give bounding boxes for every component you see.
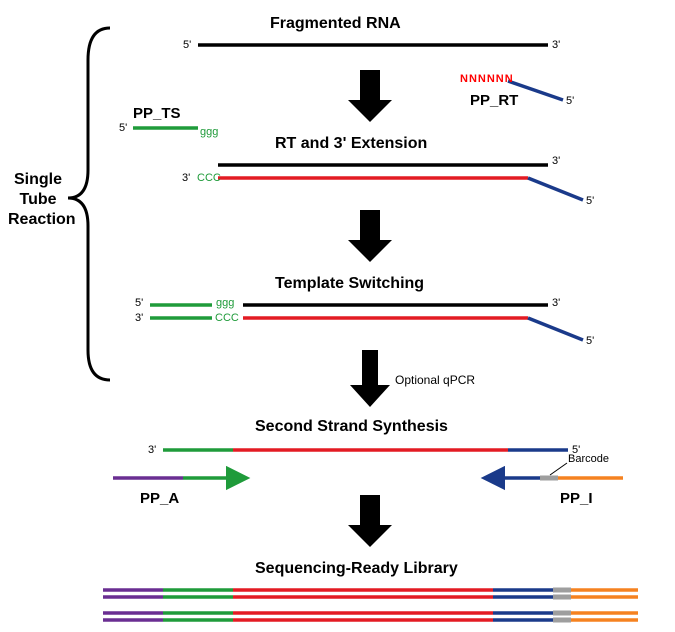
pp-ts-name: PP_TS [133,105,181,122]
barcode-leader [550,463,567,475]
step4-title: Second Strand Synthesis [255,418,448,436]
flow-arrow-2 [348,210,392,262]
step1-5p: 5' [183,39,191,51]
step2-3p-bot: 3' [182,172,190,184]
step3-cdna-blue [528,318,583,340]
brace [68,28,110,380]
bracket-label: Single Tube Reaction [8,170,68,230]
step1-title: Fragmented RNA [270,15,401,33]
step3-5p-top: 5' [135,297,143,309]
step3-3p-top: 3' [552,297,560,309]
flow-arrow-3 [350,350,390,407]
step3-ggg: ggg [216,297,234,309]
step1-3p: 3' [552,39,560,51]
bracket-label-l3: Reaction [8,211,76,228]
step2-5p: 5' [586,195,594,207]
step3-title: Template Switching [275,275,424,293]
pp-ts-5p: 5' [119,122,127,134]
step2-cdna-blue [528,178,583,200]
step4-3p: 3' [148,444,156,456]
step2-title: RT and 3' Extension [275,135,427,153]
step3-5p-bot: 5' [586,335,594,347]
step2-3p-top: 3' [552,155,560,167]
optional-qpcr: Optional qPCR [395,373,475,387]
pp-i-name: PP_I [560,490,593,507]
bracket-label-l2: Tube [19,191,56,208]
pp-a-name: PP_A [140,490,179,507]
barcode-label: Barcode [568,453,609,465]
flow-arrow-4 [348,495,392,547]
step3-ccc: CCC [215,312,239,324]
diagram-root: Single Tube Reaction Fragmented RNA 5' 3… [0,0,675,632]
step3-3p-bot: 3' [135,312,143,324]
step2-ccc: CCC [197,172,221,184]
step5-title: Sequencing-Ready Library [255,560,458,578]
flow-arrow-1 [348,70,392,122]
pp-rt-seq: NNNNNN [460,73,514,85]
pp-ts-tail: ggg [200,126,218,138]
bracket-label-l1: Single [14,171,62,188]
pp-rt-5p: 5' [566,95,574,107]
pp-rt-name: PP_RT [470,92,518,109]
